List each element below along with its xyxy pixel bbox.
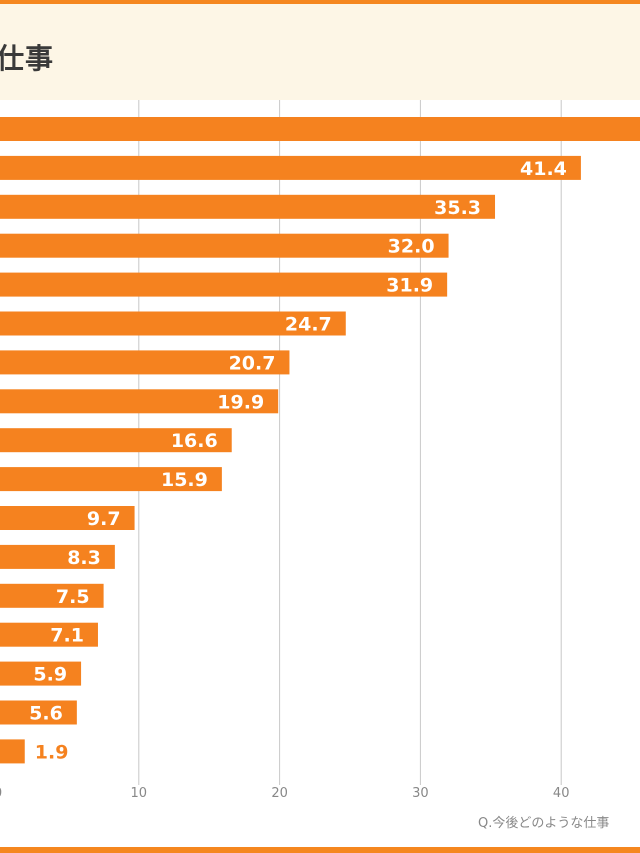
top-border: [0, 0, 640, 4]
bar-13: [0, 583, 104, 608]
bar-value-label-8: 19.9: [217, 391, 264, 413]
bar-value-label-5: 31.9: [386, 275, 433, 297]
chart-title: 仕事: [0, 42, 55, 75]
bar-12: [0, 544, 115, 569]
bar-11: [0, 506, 135, 530]
bottom-border: [0, 847, 640, 853]
x-tick-label-0: 0: [0, 786, 2, 801]
bar-value-label-13: 7.5: [56, 586, 90, 608]
bar-value-label-15: 5.9: [33, 664, 67, 686]
bar-3: [0, 194, 496, 219]
bar-value-label-16: 5.6: [29, 703, 63, 725]
bar-value-label-17: 1.9: [35, 741, 69, 763]
bar-value-label-9: 16.6: [171, 430, 218, 452]
bar-value-label-7: 20.7: [229, 352, 276, 374]
bar-2: [0, 155, 581, 180]
bar-value-label-12: 8.3: [67, 547, 101, 569]
bar-8: [0, 389, 279, 414]
bar-value-label-10: 15.9: [161, 469, 208, 491]
bar-5: [0, 272, 448, 297]
bar-value-label-14: 7.1: [50, 625, 84, 647]
chart-header: 仕事: [0, 4, 640, 100]
x-tick-label-30: 30: [412, 786, 429, 801]
x-tick-label-20: 20: [271, 786, 288, 801]
bar-14: [0, 622, 98, 647]
bar-value-label-2: 41.4: [520, 158, 567, 180]
bar-value-label-4: 32.0: [388, 236, 435, 258]
bar-17: [0, 739, 25, 764]
x-tick-label-40: 40: [553, 786, 570, 801]
bar-16: [0, 700, 77, 725]
bar-9: [0, 428, 232, 453]
bar-6: [0, 311, 346, 336]
bar-10: [0, 467, 222, 492]
bar-15: [0, 661, 82, 686]
question-note: Q.今後どのような仕事: [478, 816, 610, 831]
bar-value-label-11: 9.7: [87, 508, 121, 530]
x-tick-label-10: 10: [131, 786, 148, 801]
bar-1: [0, 117, 640, 141]
bar-4: [0, 233, 449, 258]
bar-7: [0, 350, 290, 375]
bar-value-label-3: 35.3: [434, 197, 481, 219]
bar-value-label-6: 24.7: [285, 314, 332, 336]
